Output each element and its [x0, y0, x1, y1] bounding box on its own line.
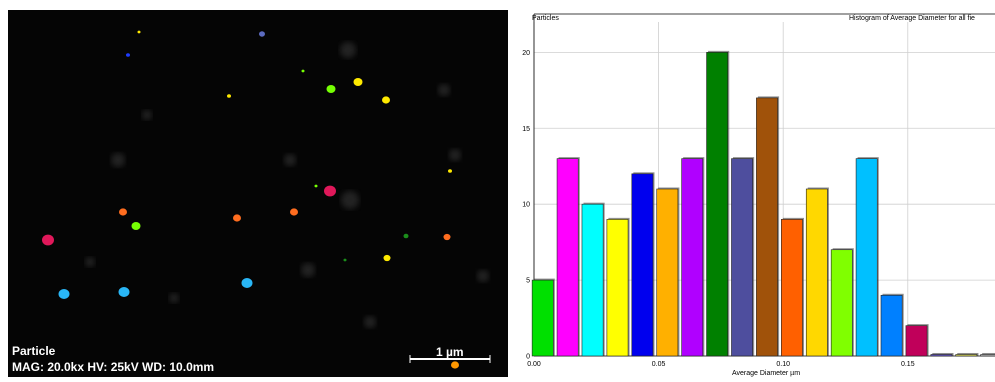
histogram-bar	[706, 50, 730, 357]
particle	[259, 31, 265, 37]
x-tick-label: 0.00	[527, 361, 541, 368]
particle	[448, 169, 452, 173]
sem-micrograph: Particle MAG: 20.0kx HV: 25kV WD: 10.0mm…	[8, 10, 508, 377]
histogram-bar	[930, 352, 954, 357]
particle	[126, 53, 130, 57]
background-haze	[364, 316, 376, 328]
histogram-bar	[631, 172, 655, 357]
particle	[443, 233, 451, 241]
bar-body	[606, 219, 629, 357]
particle	[301, 69, 305, 73]
histogram-bar	[681, 157, 705, 357]
particle	[383, 254, 391, 262]
y-axis-label: Particles	[532, 15, 559, 22]
x-tick-label: 0.15	[901, 361, 915, 368]
histogram-bar	[531, 278, 555, 357]
bar-body	[930, 354, 953, 357]
background-haze	[340, 42, 356, 58]
histogram-bar	[980, 352, 995, 357]
histogram-bar	[781, 217, 805, 357]
y-tick-label: 0	[526, 354, 530, 361]
particle	[42, 234, 54, 246]
histogram-bar	[905, 324, 929, 357]
x-tick-label: 0.10	[776, 361, 790, 368]
background-haze	[301, 263, 315, 277]
particle	[324, 185, 336, 197]
bar-body	[830, 249, 853, 357]
particle	[227, 94, 231, 98]
plot-area: 0 5 10 15 20 0.00 0.05 0.10 0.15	[522, 13, 995, 368]
bar-body	[706, 52, 729, 357]
background-haze	[169, 293, 179, 303]
particle	[290, 208, 298, 216]
particle	[58, 289, 70, 299]
bar-body	[631, 173, 654, 357]
bar-body	[531, 279, 554, 357]
particle	[403, 233, 409, 239]
histogram-bar	[805, 187, 829, 357]
y-tick-label: 20	[522, 50, 530, 57]
background-haze	[449, 149, 461, 161]
bar-body	[855, 158, 878, 357]
bar-body	[980, 354, 995, 357]
micrograph-canvas	[42, 30, 491, 369]
histogram-bar	[656, 187, 680, 357]
bar-body	[556, 158, 579, 357]
histogram-bar	[756, 96, 780, 357]
particle	[326, 84, 336, 94]
particle	[382, 96, 390, 104]
background-haze	[477, 270, 489, 282]
chart-title: Histogram of Average Diameter for all fi…	[849, 15, 975, 22]
particle	[119, 208, 127, 216]
bar-body	[656, 188, 679, 357]
scalebar-label: 1 µm	[436, 345, 464, 359]
bar-body	[781, 219, 803, 357]
background-haze	[111, 153, 125, 167]
x-tick-label: 0.05	[652, 361, 666, 368]
histogram-bar	[606, 217, 630, 357]
histogram-panel: Particles Histogram of Average Diameter …	[520, 0, 995, 377]
particle	[118, 287, 130, 297]
y-tick-label: 5	[526, 278, 530, 285]
histogram-bar	[880, 293, 904, 357]
histogram-bar	[556, 157, 580, 357]
bar-body	[955, 354, 978, 357]
background-haze	[341, 191, 359, 209]
histogram-bar	[581, 202, 605, 357]
bar-body	[681, 158, 704, 357]
background-haze	[438, 84, 450, 96]
particle	[343, 258, 347, 262]
y-tick-label: 10	[522, 202, 530, 209]
bar-body	[880, 294, 903, 357]
particle	[451, 361, 459, 369]
histogram-bar	[855, 157, 879, 357]
particle	[131, 221, 141, 231]
bar-body	[581, 203, 604, 357]
bar-body	[905, 325, 928, 357]
particle	[137, 30, 141, 34]
background-haze	[284, 154, 296, 166]
micrograph-title: Particle	[12, 344, 56, 358]
histogram-chart: Particles Histogram of Average Diameter …	[522, 13, 995, 377]
micrograph-params: MAG: 20.0kx HV: 25kV WD: 10.0mm	[12, 360, 215, 374]
particle	[314, 184, 318, 188]
background-haze	[142, 110, 152, 120]
x-axis-label: Average Diameter µm	[732, 370, 800, 377]
bar-body	[805, 188, 828, 357]
bar-body	[756, 97, 778, 357]
histogram-bar	[830, 248, 854, 357]
particle	[353, 77, 363, 87]
histogram-bar	[955, 352, 979, 357]
background-haze	[85, 257, 95, 267]
particle	[233, 214, 241, 222]
y-tick-label: 15	[522, 126, 530, 133]
bar-body	[731, 158, 753, 357]
particle	[241, 278, 253, 288]
histogram-bar	[731, 157, 755, 357]
